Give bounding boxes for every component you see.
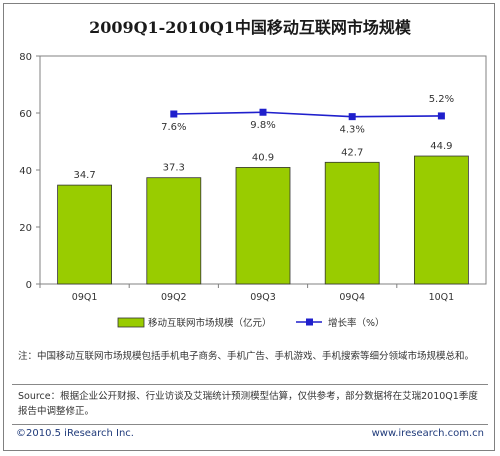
bar-value-label: 44.9 (430, 141, 452, 152)
growth-marker (348, 113, 356, 121)
copyright: ©2010.5 iResearch Inc. (16, 428, 134, 439)
growth-marker (170, 110, 178, 118)
bar (235, 167, 291, 285)
growth-marker (437, 112, 445, 120)
website: www.iresearch.com.cn (371, 428, 484, 439)
y-tick-label: 60 (19, 109, 32, 120)
y-tick-label: 80 (19, 52, 32, 63)
bar-value-label: 40.9 (252, 152, 274, 163)
growth-label: 4.3% (339, 125, 364, 136)
chart-note: 注：中国移动互联网市场规模包括手机电子商务、手机广告、手机游戏、手机搜索等细分领… (18, 351, 475, 362)
growth-label: 7.6% (161, 122, 186, 133)
legend-bar-label: 移动互联网市场规模（亿元） (148, 317, 272, 329)
growth-line (173, 111, 442, 118)
legend-bar-swatch (117, 317, 145, 328)
y-tick-label: 0 (26, 280, 32, 291)
y-tick-label: 20 (19, 223, 32, 234)
x-tick-label: 09Q4 (339, 292, 365, 303)
bar-value-label: 42.7 (341, 147, 363, 158)
bar (57, 184, 112, 285)
bar (146, 177, 202, 285)
bar-value-label: 37.3 (163, 163, 185, 174)
bar (324, 161, 380, 285)
x-tick-label: 09Q1 (72, 292, 98, 303)
y-tick-label: 40 (19, 166, 32, 177)
growth-label: 9.8% (250, 120, 275, 131)
divider-1 (12, 384, 488, 385)
bar (413, 155, 469, 285)
chart-title: 2009Q1-2010Q1中国移动互联网市场规模 (89, 18, 411, 37)
legend-line-marker (306, 318, 313, 326)
chart-source: Source：根据企业公开财报、行业访谈及艾瑞统计预测模型估算，仅供参考，部分数… (18, 391, 478, 417)
x-tick-label: 09Q3 (250, 292, 276, 303)
legend-line-label: 增长率（%） (328, 317, 385, 329)
growth-marker (259, 108, 267, 116)
growth-label: 5.2% (429, 94, 454, 105)
x-tick-label: 09Q2 (161, 292, 187, 303)
x-tick-label: 10Q1 (429, 292, 455, 303)
bar-value-label: 34.7 (73, 170, 95, 181)
divider-2 (12, 424, 488, 425)
